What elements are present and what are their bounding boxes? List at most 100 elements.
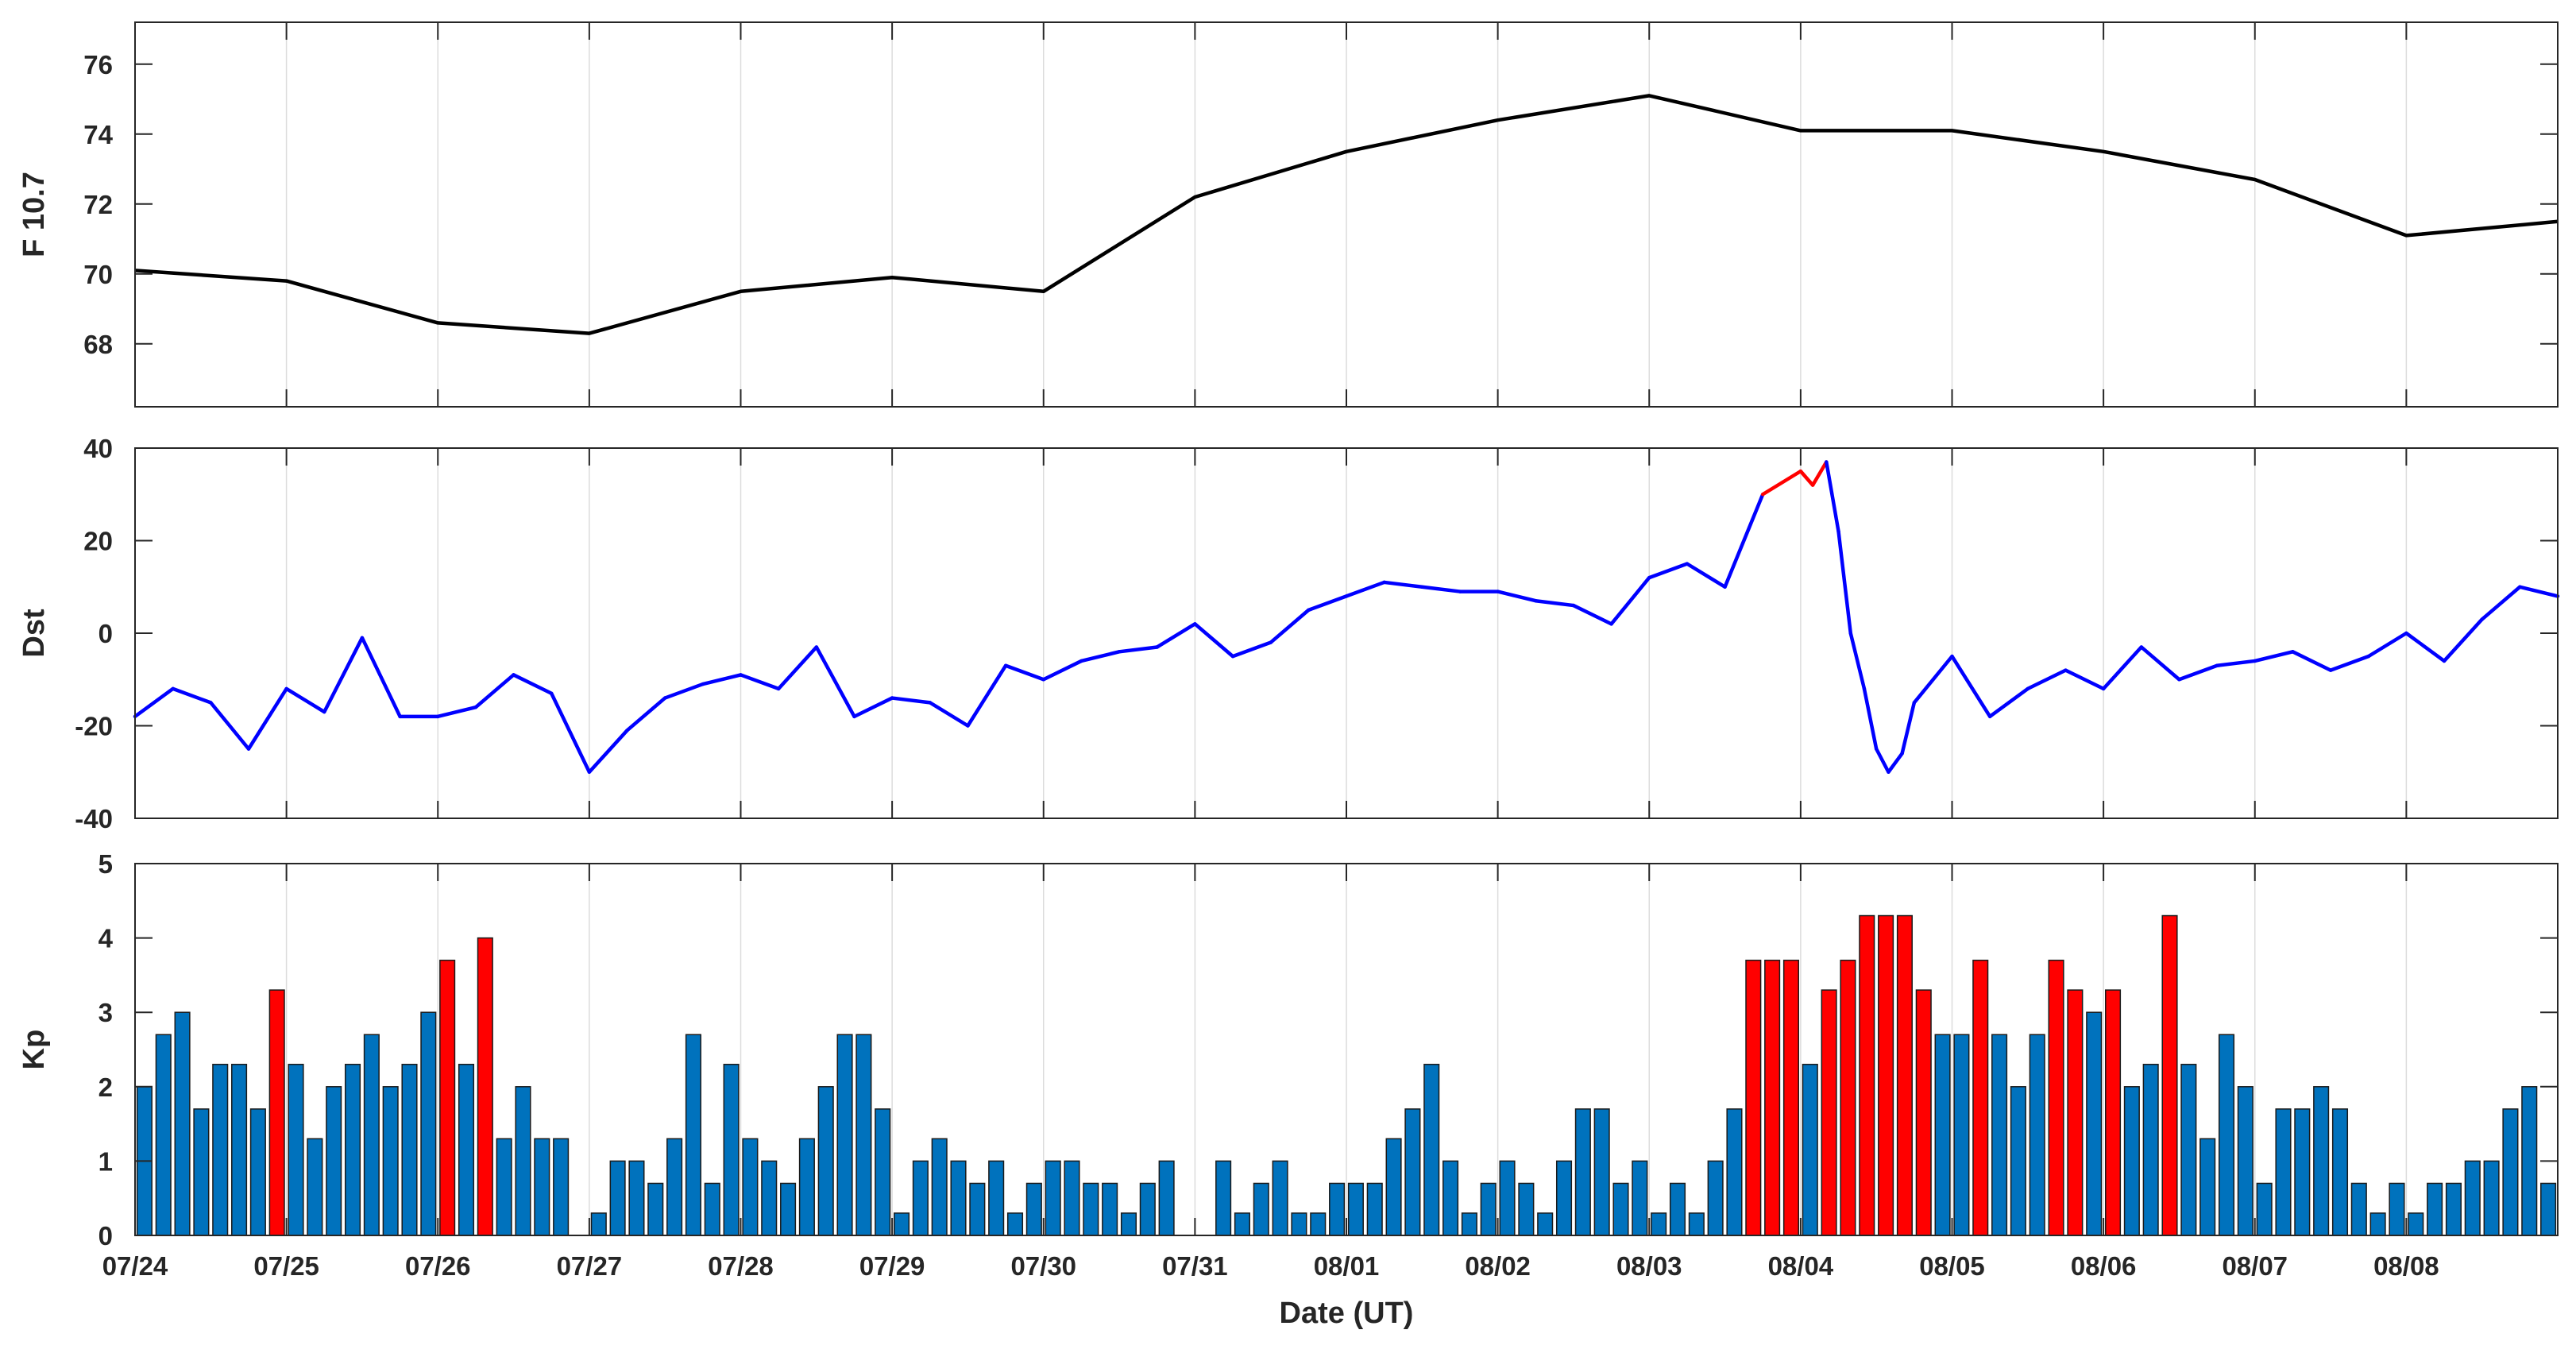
dst-series-segment bbox=[246, 686, 288, 751]
dst-series-segment bbox=[739, 673, 781, 691]
kp-bar bbox=[1291, 1212, 1307, 1236]
kp-bar bbox=[893, 1212, 910, 1236]
dst-series-segment bbox=[1900, 701, 1917, 756]
kp-bar bbox=[1953, 1034, 1970, 1236]
kp-bar bbox=[496, 1138, 512, 1236]
kp-bar bbox=[2389, 1182, 2405, 1236]
dst-y-tick-label: -20 bbox=[75, 712, 113, 741]
kp-bar bbox=[1139, 1182, 1156, 1236]
kp-bar bbox=[723, 1063, 740, 1236]
kp-bar bbox=[155, 1034, 172, 1236]
kp-storm-bar bbox=[1972, 959, 1989, 1236]
dst-series-segment bbox=[360, 636, 402, 719]
kp-bar bbox=[647, 1182, 664, 1236]
kp-bar bbox=[875, 1108, 891, 1236]
kp-bar bbox=[931, 1138, 948, 1236]
kp-bar bbox=[174, 1011, 191, 1236]
dst-series-segment bbox=[966, 663, 1008, 728]
dst-y-tick-label: -40 bbox=[75, 804, 113, 833]
kp-storm-bar bbox=[2067, 989, 2084, 1236]
kp-bar bbox=[1215, 1160, 1232, 1236]
kp-bar bbox=[2237, 1086, 2254, 1236]
kp-bar bbox=[2010, 1086, 2026, 1236]
kp-storm-bar bbox=[1782, 959, 1800, 1236]
dst-y-axis-label: Dst bbox=[17, 609, 51, 658]
kp-bar bbox=[2180, 1063, 2197, 1236]
dst-series-segment bbox=[1041, 659, 1083, 682]
kp-storm-bar bbox=[1878, 914, 1894, 1236]
kp-bar bbox=[2029, 1034, 2045, 1236]
x-tick-label: 07/24 bbox=[102, 1251, 168, 1281]
dst-series-segment bbox=[2101, 645, 2144, 691]
f107-y-tick-label: 70 bbox=[83, 260, 113, 289]
dst-series-segment bbox=[2366, 631, 2408, 659]
kp-bar bbox=[1688, 1212, 1705, 1236]
kp-bar bbox=[193, 1108, 210, 1236]
kp-bar bbox=[363, 1034, 380, 1236]
kp-bar bbox=[1574, 1108, 1591, 1236]
dst-series-segment bbox=[2442, 617, 2484, 663]
kp-bar bbox=[420, 1011, 437, 1236]
x-tick-label: 07/27 bbox=[557, 1251, 623, 1281]
kp-bar bbox=[2256, 1182, 2273, 1236]
kp-bar bbox=[2218, 1034, 2235, 1236]
kp-storm-bar bbox=[2161, 914, 2178, 1236]
f107-y-tick-label: 74 bbox=[83, 120, 113, 149]
dst-series-segment bbox=[1079, 650, 1122, 663]
kp-bar bbox=[950, 1160, 967, 1236]
dst-series-segment bbox=[1420, 585, 1462, 593]
dst-y-tick-label: 40 bbox=[83, 434, 113, 463]
dst-series-segment bbox=[2026, 668, 2068, 691]
kp-bar bbox=[1158, 1160, 1175, 1236]
dst-series-segment bbox=[2291, 650, 2333, 672]
dst-series-segment bbox=[2480, 585, 2522, 621]
dst-series-segment bbox=[852, 696, 894, 719]
dst-series-segment bbox=[1836, 529, 1853, 636]
x-tick-label: 08/06 bbox=[2071, 1251, 2137, 1281]
kp-bar bbox=[307, 1138, 323, 1236]
kp-bar bbox=[628, 1160, 645, 1236]
kp-bar bbox=[1120, 1212, 1137, 1236]
kp-bar bbox=[401, 1063, 418, 1236]
x-tick-label: 08/07 bbox=[2222, 1251, 2288, 1281]
kp-bar bbox=[1102, 1182, 1118, 1236]
kp-bar bbox=[1442, 1160, 1459, 1236]
kp-bar bbox=[1310, 1212, 1327, 1236]
kp-bar bbox=[780, 1182, 797, 1236]
kp-bar bbox=[969, 1182, 986, 1236]
kp-bar bbox=[590, 1212, 607, 1236]
kp-bar bbox=[344, 1063, 361, 1236]
kp-storm-bar bbox=[1745, 959, 1762, 1236]
dst-series-segment bbox=[1825, 460, 1840, 534]
x-tick-label: 07/26 bbox=[405, 1251, 471, 1281]
kp-bar bbox=[1669, 1182, 1686, 1236]
kp-bar bbox=[1423, 1063, 1440, 1236]
kp-bar bbox=[2464, 1160, 2481, 1236]
dst-series-segment bbox=[171, 686, 213, 705]
kp-bar bbox=[2199, 1138, 2216, 1236]
dst-series-segment bbox=[625, 696, 667, 733]
kp-bar bbox=[2427, 1182, 2443, 1236]
kp-bar bbox=[1347, 1182, 1364, 1236]
kp-y-tick-label: 2 bbox=[98, 1073, 113, 1102]
x-tick-label: 08/08 bbox=[2373, 1251, 2439, 1281]
dst-series-segment bbox=[284, 686, 326, 714]
f107-y-tick-label: 76 bbox=[83, 50, 113, 79]
kp-y-axis-label: Kp bbox=[17, 1030, 51, 1070]
dst-series-segment bbox=[1230, 640, 1273, 659]
dst-series-segment bbox=[549, 691, 592, 774]
kp-bar bbox=[704, 1182, 720, 1236]
dst-series-segment bbox=[1647, 562, 1690, 580]
kp-bar bbox=[1726, 1108, 1743, 1236]
dst-series-segment bbox=[1344, 580, 1386, 598]
dst-series-segment bbox=[701, 673, 743, 686]
kp-storm-bar bbox=[2048, 959, 2064, 1236]
f107-y-tick-label: 68 bbox=[83, 330, 113, 359]
kp-storm-bar bbox=[477, 937, 493, 1236]
kp-bar bbox=[231, 1063, 248, 1236]
kp-bar bbox=[249, 1108, 266, 1236]
kp-bar bbox=[1802, 1063, 1818, 1236]
dst-series-segment bbox=[1193, 622, 1235, 659]
f107-series-line bbox=[134, 94, 2559, 335]
kp-y-tick-label: 0 bbox=[98, 1221, 113, 1251]
